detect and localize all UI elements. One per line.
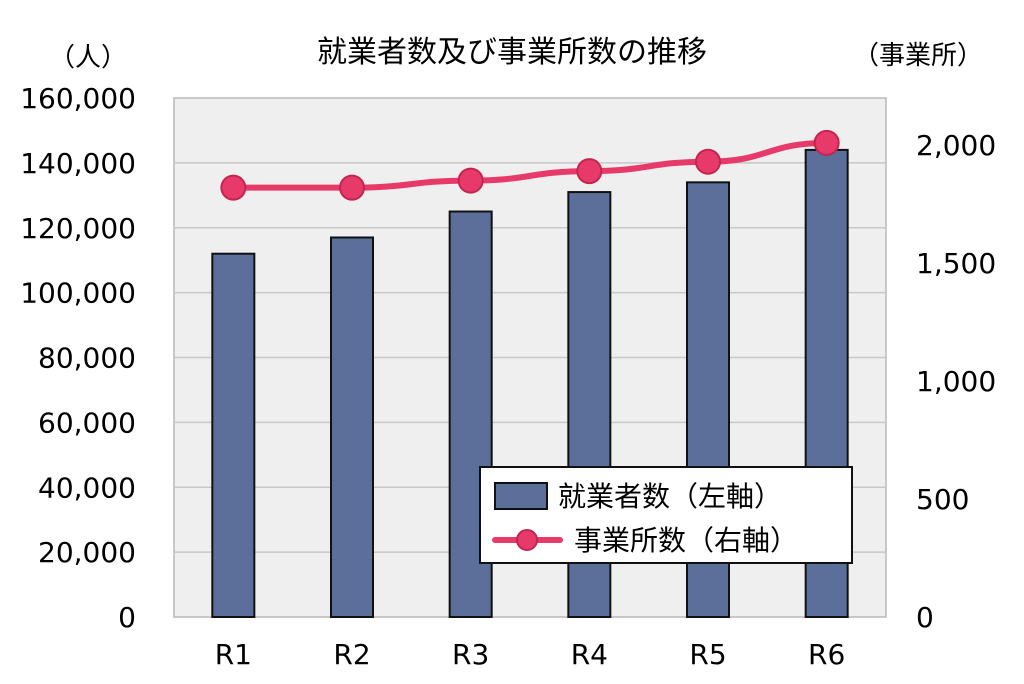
right-axis-unit: （事業所）	[853, 41, 983, 71]
x-tick-label: R5	[689, 638, 726, 671]
legend-label-establishments: 事業所数（右軸）	[574, 524, 798, 557]
left-tick-label: 0	[118, 601, 136, 634]
right-tick-label: 1,500	[916, 247, 996, 280]
left-axis-unit: （人）	[49, 43, 127, 73]
x-tick-label: R3	[452, 638, 489, 671]
left-tick-label: 40,000	[38, 471, 136, 504]
line-point	[339, 174, 365, 201]
legend: 就業者数（左軸） 事業所数（右軸）	[479, 466, 853, 564]
left-tick-label: 60,000	[38, 406, 136, 439]
x-tick-label: R2	[333, 638, 370, 671]
line-point	[220, 174, 247, 201]
right-tick-label: 0	[916, 601, 934, 634]
right-axis-ticks: 0 500 1,000 1,500 2,000	[916, 129, 996, 634]
left-tick-label: 160,000	[20, 82, 136, 115]
x-tick-label: R4	[571, 638, 608, 671]
left-tick-label: 140,000	[20, 147, 136, 180]
line-point	[457, 167, 484, 194]
legend-label-workers: 就業者数（左軸）	[558, 480, 782, 513]
left-tick-label: 100,000	[20, 277, 136, 310]
x-tick-label: R6	[808, 638, 845, 671]
legend-line-marker	[516, 529, 538, 551]
bar	[211, 252, 256, 618]
left-tick-label: 120,000	[20, 212, 136, 245]
legend-bar-swatch	[494, 482, 548, 510]
right-tick-label: 500	[916, 483, 969, 516]
left-tick-label: 80,000	[38, 342, 136, 375]
right-tick-label: 1,000	[916, 365, 996, 398]
chart-title: 就業者数及び事業所数の推移	[317, 35, 707, 70]
line-series-establishments	[220, 129, 840, 201]
line-point	[813, 129, 840, 156]
bar	[330, 236, 374, 618]
left-tick-label: 20,000	[38, 536, 136, 569]
line-point	[576, 158, 603, 185]
line-point	[695, 148, 721, 175]
left-axis-ticks: 0 20,000 40,000 60,000 80,000 100,000 120,000 1…	[20, 82, 136, 634]
x-tick-label: R1	[215, 638, 252, 671]
x-axis-ticks: R1 R2 R3 R4 R5 R6	[215, 638, 846, 671]
right-tick-label: 2,000	[916, 129, 996, 162]
